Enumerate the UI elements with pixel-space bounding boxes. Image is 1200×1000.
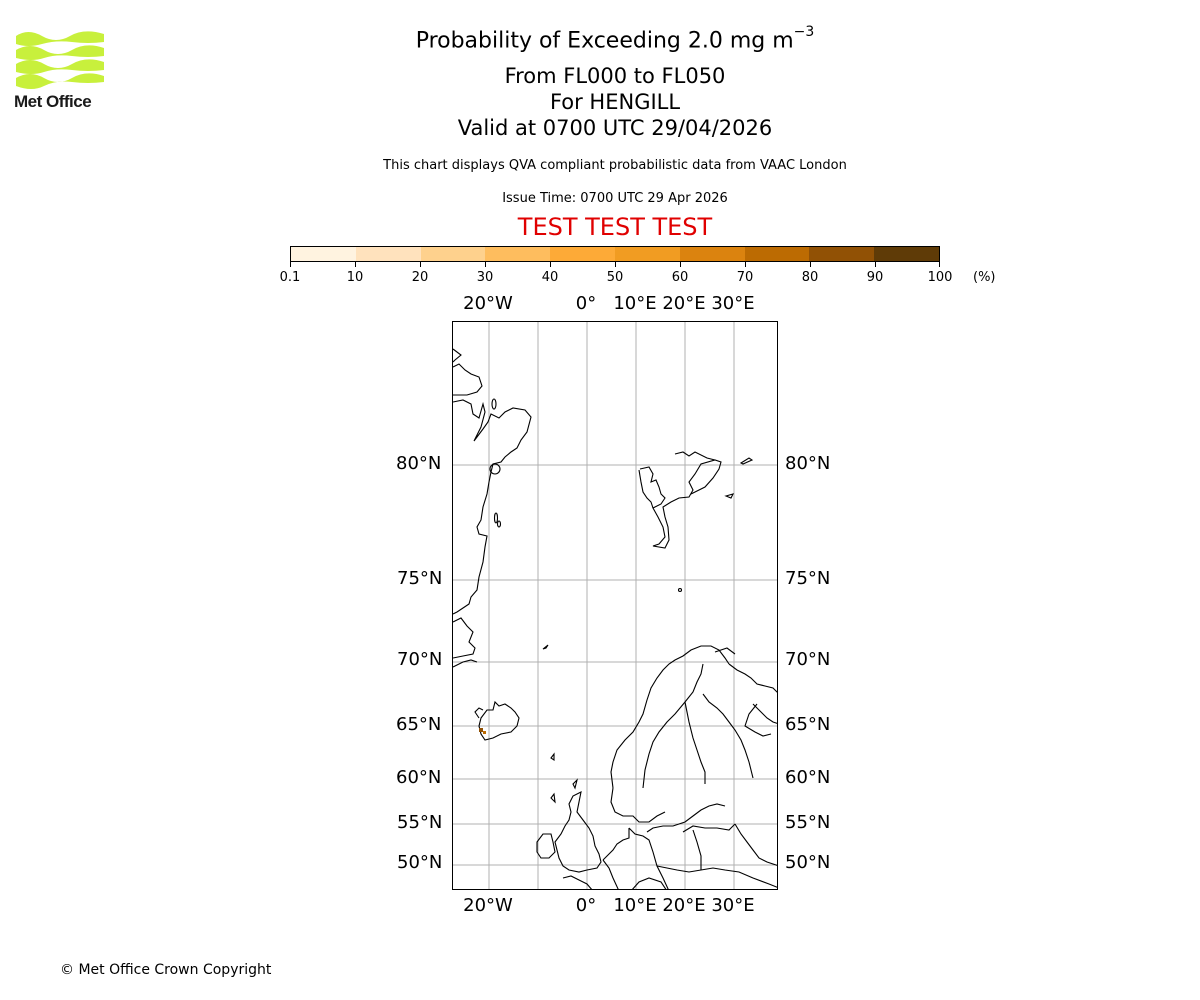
colorbar-tick-label: 80 (801, 270, 819, 285)
test-banner: TEST TEST TEST (517, 213, 713, 241)
colorbar-tick (680, 262, 681, 267)
colorbar-tick (745, 262, 746, 267)
colorbar-tick-label: 50 (606, 270, 624, 285)
flight-levels: From FL000 to FL050 (504, 64, 726, 88)
colorbar-segment (744, 247, 810, 261)
colorbar-tick-label: 100 (927, 270, 953, 285)
colorbar-segment (485, 247, 551, 261)
lat-label: 60°N (785, 767, 831, 788)
colorbar-tick-label: 10 (346, 270, 364, 285)
colorbar-segment (809, 247, 875, 261)
lat-label: 55°N (785, 812, 831, 833)
lat-label: 80°N (785, 453, 831, 474)
colorbar-tick-label: 70 (736, 270, 754, 285)
colorbar-tick (420, 262, 421, 267)
colorbar-tick-label: 90 (866, 270, 884, 285)
title-text: Probability of Exceeding 2.0 mg m (415, 28, 794, 54)
colorbar-tick (355, 262, 356, 267)
lat-label: 70°N (785, 649, 831, 670)
lon-label: 10°E (613, 895, 657, 916)
lat-label: 65°N (785, 714, 831, 735)
title-superscript: −3 (793, 24, 815, 40)
colorbar-tick (485, 262, 486, 267)
lon-label: 10°E (613, 293, 657, 314)
colorbar-segment (291, 247, 356, 261)
map-canvas (453, 322, 777, 889)
colorbar-tick-label: 20 (411, 270, 429, 285)
probability-field (479, 728, 486, 734)
lat-label: 65°N (396, 714, 442, 735)
colorbar-tick-label: 60 (671, 270, 689, 285)
chart-title: Probability of Exceeding 2.0 mg m−3 (0, 24, 1200, 54)
colorbar-tick (939, 262, 940, 267)
colorbar-segment (550, 247, 615, 261)
lon-label: 20°E (662, 895, 706, 916)
valid-time: Valid at 0700 UTC 29/04/2026 (457, 116, 773, 140)
colorbar-segment (355, 247, 421, 261)
colorbar-segment (614, 247, 680, 261)
issue-time: Issue Time: 0700 UTC 29 Apr 2026 (502, 191, 728, 206)
met-office-waves-icon (16, 31, 104, 89)
lon-label: 0° (575, 293, 597, 314)
lat-label: 70°N (397, 649, 443, 670)
lon-label: 0° (575, 895, 597, 916)
lat-label: 75°N (397, 568, 443, 589)
colorbar-tick-label: 0.1 (279, 270, 301, 285)
lon-label: 30°E (711, 895, 755, 916)
colorbar-tick (615, 262, 616, 267)
colorbar-tick (810, 262, 811, 267)
chart-description: This chart displays QVA compliant probab… (383, 158, 847, 173)
lat-label: 55°N (397, 812, 443, 833)
lat-label: 60°N (396, 767, 442, 788)
copyright-notice: © Met Office Crown Copyright (60, 962, 272, 978)
logo-text: Met Office (14, 92, 92, 111)
colorbar-tick-label: 40 (541, 270, 559, 285)
gridlines (453, 322, 777, 889)
colorbar-tick (550, 262, 551, 267)
colorbar-tick-label: 30 (476, 270, 494, 285)
lon-label: 20°W (463, 293, 513, 314)
colorbar-segment (679, 247, 745, 261)
colorbar-segment (874, 247, 939, 261)
met-office-logo: Met Office (14, 30, 108, 112)
colorbar-tick (875, 262, 876, 267)
map-panel[interactable] (452, 321, 778, 890)
colorbar-segment (420, 247, 486, 261)
volcano-name: For HENGILL (549, 90, 681, 114)
lon-label: 30°E (711, 293, 755, 314)
lat-label: 80°N (396, 453, 442, 474)
colorbar-tick (290, 262, 291, 267)
coastlines (453, 348, 777, 889)
lon-label: 20°W (463, 895, 513, 916)
colorbar (290, 246, 940, 262)
lat-label: 75°N (785, 568, 831, 589)
lat-label: 50°N (785, 852, 831, 873)
lat-label: 50°N (397, 852, 443, 873)
colorbar-unit: (%) (973, 270, 996, 285)
lon-label: 20°E (662, 293, 706, 314)
